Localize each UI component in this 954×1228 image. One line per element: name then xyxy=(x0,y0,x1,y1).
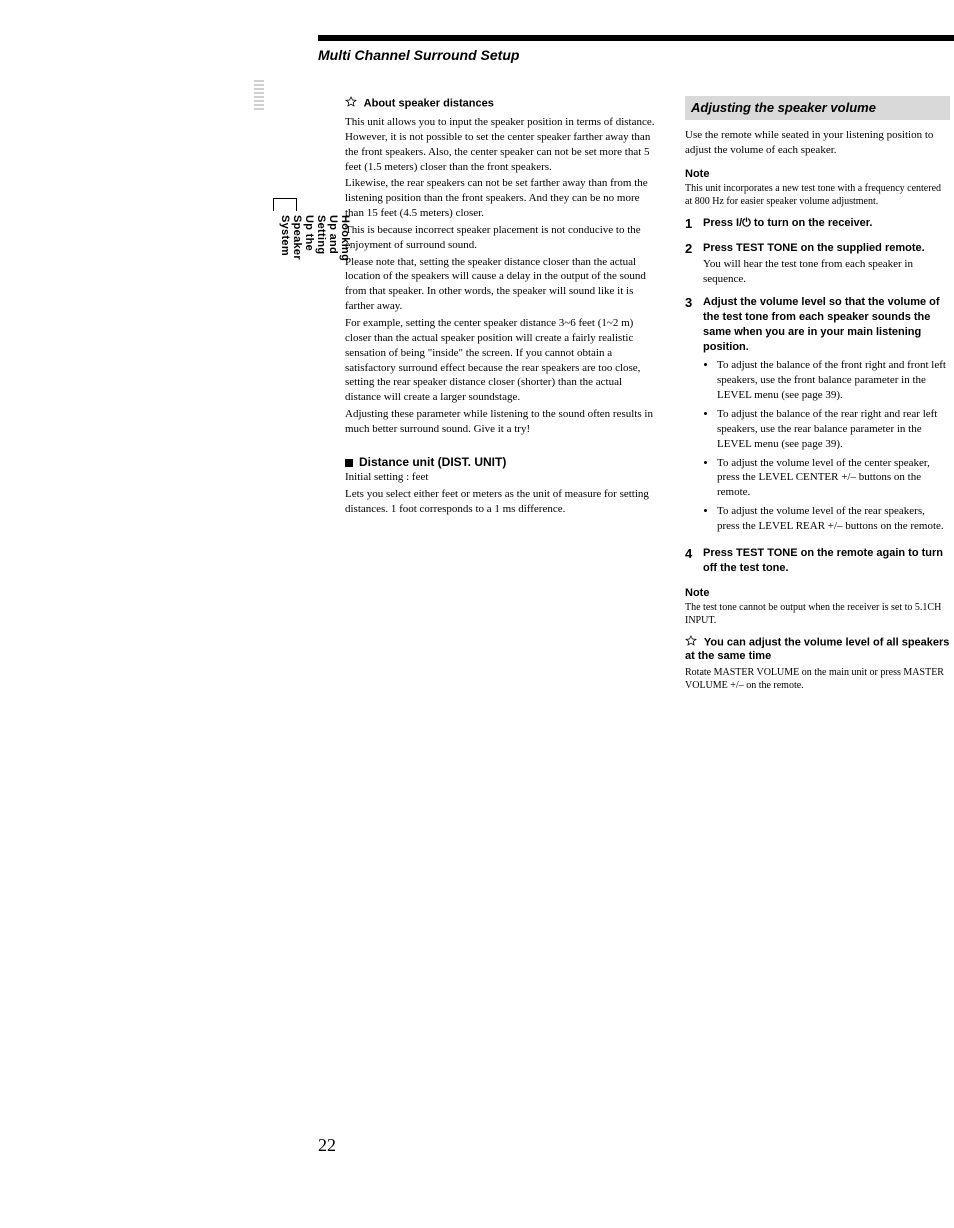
tip-icon xyxy=(345,96,357,111)
page-number: 22 xyxy=(318,1135,336,1156)
step-2-body: You will hear the test tone from each sp… xyxy=(703,257,950,287)
step-number: 1 xyxy=(685,216,703,233)
tip-icon xyxy=(685,635,697,650)
body-para: This is because incorrect speaker placem… xyxy=(345,223,655,253)
tip2-heading-text: You can adjust the volume level of all s… xyxy=(685,637,949,663)
tab-bracket xyxy=(273,198,297,211)
square-bullet-icon xyxy=(345,459,353,467)
step-3-bullet: To adjust the volume level of the center… xyxy=(717,456,950,501)
tip-heading-all-volume: You can adjust the volume level of all s… xyxy=(685,635,950,662)
tip-heading-text: About speaker distances xyxy=(364,97,494,109)
dist-unit-heading: Distance unit (DIST. UNIT) xyxy=(345,455,655,469)
right-column: Adjusting the speaker volume Use the rem… xyxy=(685,96,950,700)
body-para: For example, setting the center speaker … xyxy=(345,316,655,405)
note-body: This unit incorporates a new test tone w… xyxy=(685,182,950,208)
step-3-bullet: To adjust the volume level of the rear s… xyxy=(717,504,950,534)
side-tab-label: Hooking Up and Setting Up the Speaker Sy… xyxy=(279,215,351,261)
step-number: 3 xyxy=(685,295,703,538)
step-1: 1 Press I/⏻ to turn on the receiver. xyxy=(685,216,950,233)
step-4-head: Press TEST TONE on the remote again to t… xyxy=(703,546,950,576)
body-para: Likewise, the rear speakers can not be s… xyxy=(345,176,655,221)
body-para: Adjusting these parameter while listenin… xyxy=(345,407,655,437)
tip-heading-distances: About speaker distances xyxy=(345,96,655,111)
subsection-bar: Adjusting the speaker volume xyxy=(685,96,950,120)
section-title: Multi Channel Surround Setup xyxy=(318,47,519,63)
manual-page: Multi Channel Surround Setup Hooking Up … xyxy=(0,0,954,35)
note-label: Note xyxy=(685,168,950,180)
step-4: 4 Press TEST TONE on the remote again to… xyxy=(685,546,950,578)
left-column: About speaker distances This unit allows… xyxy=(345,96,655,518)
dist-unit-heading-text: Distance unit (DIST. UNIT) xyxy=(359,455,506,469)
body-para: Please note that, setting the speaker di… xyxy=(345,255,655,314)
step-number: 4 xyxy=(685,546,703,578)
step-number: 2 xyxy=(685,241,703,288)
step-2-head: Press TEST TONE on the supplied remote. xyxy=(703,241,950,256)
binding-artifact xyxy=(254,80,264,110)
dist-initial-setting: Initial setting : feet xyxy=(345,471,655,483)
step-3: 3 Adjust the volume level so that the vo… xyxy=(685,295,950,538)
note-label: Note xyxy=(685,587,950,599)
step-3-bullets: To adjust the balance of the front right… xyxy=(703,358,950,533)
step-3-bullet: To adjust the balance of the front right… xyxy=(717,358,950,403)
body-para: This unit allows you to input the speake… xyxy=(345,115,655,174)
step-3-head: Adjust the volume level so that the volu… xyxy=(703,295,950,354)
intro-text: Use the remote while seated in your list… xyxy=(685,128,950,158)
step-2: 2 Press TEST TONE on the supplied remote… xyxy=(685,241,950,288)
step-3-bullet: To adjust the balance of the rear right … xyxy=(717,407,950,452)
note-body: The test tone cannot be output when the … xyxy=(685,601,950,627)
title-rule xyxy=(318,35,954,41)
tip2-body: Rotate MASTER VOLUME on the main unit or… xyxy=(685,666,950,692)
step-1-head: Press I/⏻ to turn on the receiver. xyxy=(703,216,950,231)
dist-body: Lets you select either feet or meters as… xyxy=(345,487,655,517)
subsection-title: Adjusting the speaker volume xyxy=(691,100,876,115)
